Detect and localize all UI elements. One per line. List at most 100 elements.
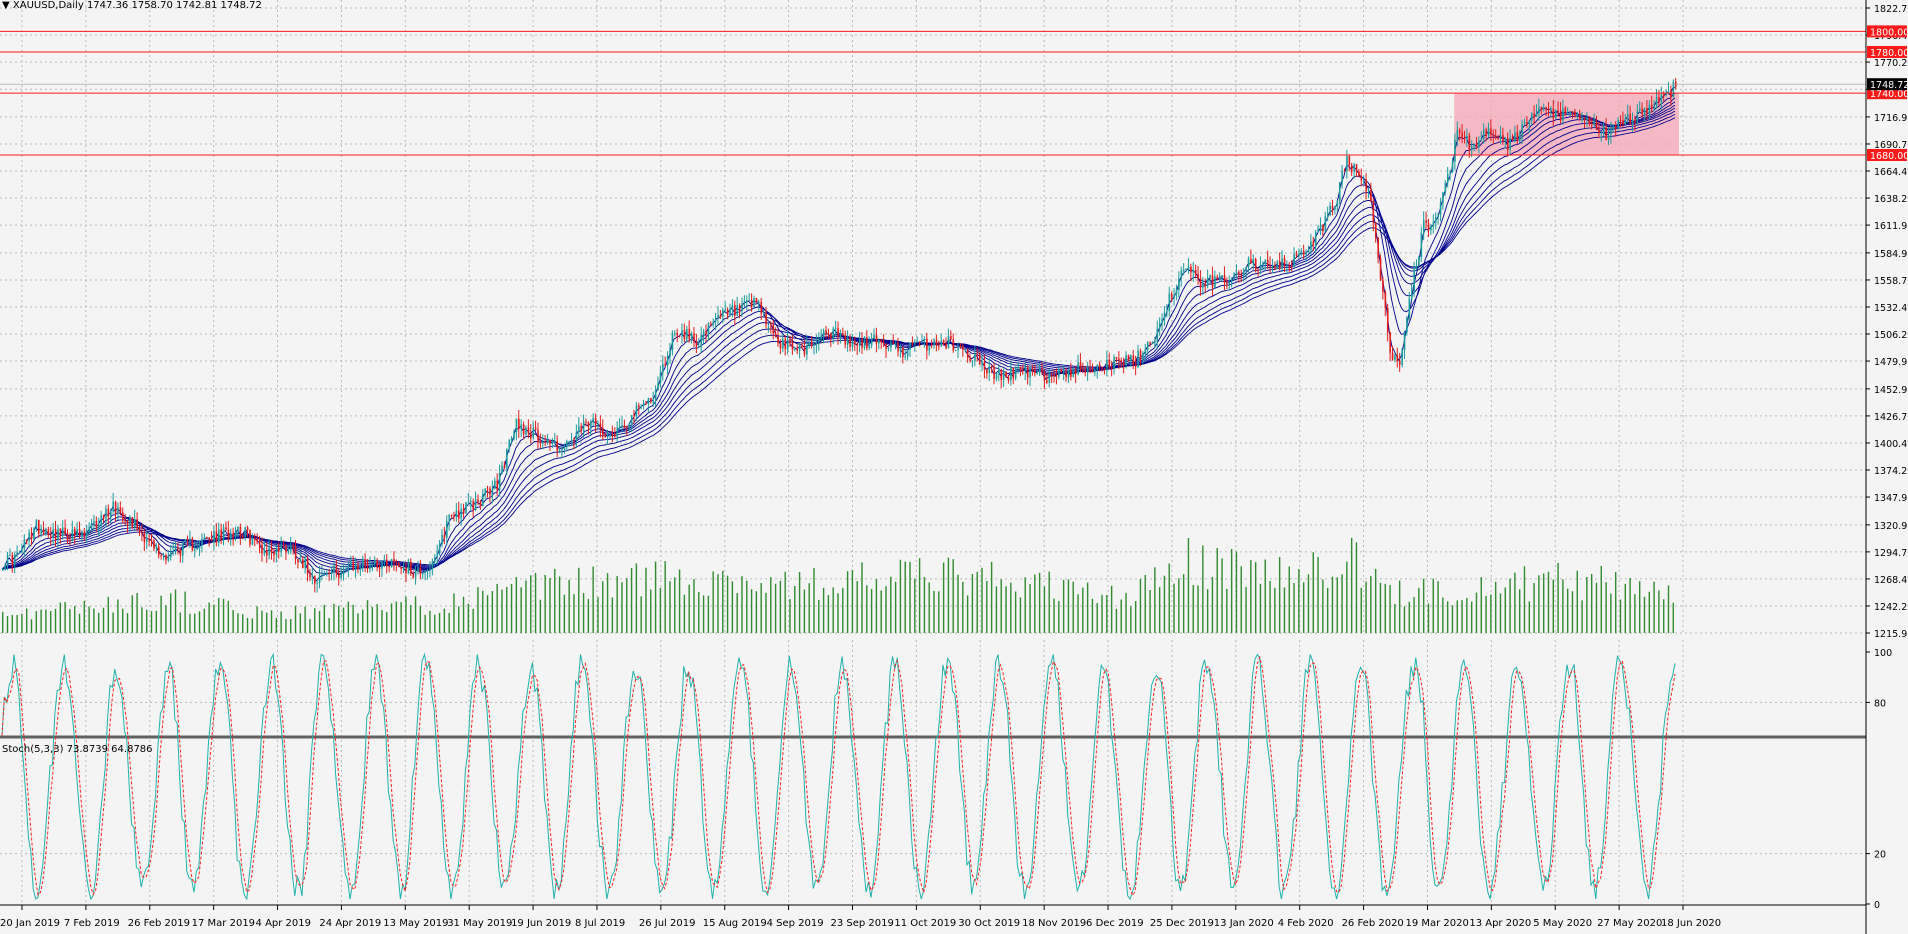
candle-body bbox=[830, 333, 832, 338]
candle-body bbox=[83, 531, 86, 536]
candle-body bbox=[1276, 261, 1279, 269]
candle-body bbox=[1317, 228, 1319, 232]
candle-body bbox=[1300, 250, 1303, 254]
volume-bar bbox=[1629, 577, 1631, 633]
price-tick-label: 1611.95 bbox=[1874, 221, 1908, 232]
candle-body bbox=[254, 538, 256, 540]
candle-body bbox=[1110, 367, 1113, 369]
candle-body bbox=[681, 330, 683, 336]
candle-body bbox=[93, 520, 95, 524]
volume-bar bbox=[794, 586, 796, 633]
candle-body bbox=[1288, 265, 1291, 267]
candle-body bbox=[1461, 132, 1463, 139]
volume-bar bbox=[1403, 606, 1406, 633]
price-tick-label: 1374.20 bbox=[1874, 466, 1908, 477]
candle-body bbox=[1583, 118, 1586, 120]
dropdown-arrow-icon[interactable]: ▼ bbox=[2, 0, 10, 11]
candle-body bbox=[928, 345, 931, 351]
stoch-tick-label: 100 bbox=[1874, 648, 1892, 659]
candle-body bbox=[734, 305, 736, 316]
candle-body bbox=[126, 520, 129, 525]
time-tick-label: 20 Jan 2019 bbox=[0, 918, 60, 929]
candle-body bbox=[141, 532, 143, 534]
candle-body bbox=[1554, 110, 1557, 119]
candle-body bbox=[369, 565, 371, 570]
volume-bar bbox=[1298, 569, 1300, 633]
candle-body bbox=[1156, 328, 1159, 341]
candle-body bbox=[222, 527, 225, 540]
candle-body bbox=[743, 300, 746, 304]
candle-body bbox=[1161, 319, 1163, 324]
volume-bar bbox=[866, 585, 868, 633]
volume-bar bbox=[467, 603, 470, 633]
candle-body bbox=[1170, 293, 1173, 298]
candle-body bbox=[1221, 275, 1223, 278]
volume-bar bbox=[266, 612, 268, 633]
candle-body bbox=[11, 555, 14, 565]
candle-body bbox=[1446, 174, 1449, 183]
candle-body bbox=[1343, 170, 1346, 172]
volume-bar bbox=[587, 598, 590, 633]
candle-body bbox=[714, 318, 717, 322]
candle-body bbox=[1204, 284, 1207, 286]
candle-body bbox=[414, 571, 417, 578]
volume-bar bbox=[1610, 593, 1612, 633]
volume-bar bbox=[1274, 587, 1276, 633]
candle-body bbox=[1502, 134, 1504, 142]
volume-bar bbox=[621, 582, 623, 633]
stoch-main-line bbox=[1, 652, 1676, 901]
volume-bar bbox=[1005, 586, 1007, 633]
volume-bar bbox=[1331, 576, 1334, 633]
volume-bar bbox=[1024, 577, 1026, 633]
volume-bar bbox=[294, 605, 297, 633]
candle-body bbox=[1103, 368, 1106, 370]
volume-bar bbox=[1461, 600, 1463, 633]
candle-body bbox=[906, 349, 909, 357]
candle-body bbox=[957, 346, 959, 351]
candle-body bbox=[582, 421, 585, 431]
volume-bar bbox=[558, 576, 561, 633]
candle-body bbox=[676, 333, 679, 336]
candle-body bbox=[1358, 171, 1360, 177]
candle-body bbox=[633, 415, 635, 417]
candle-body bbox=[1175, 289, 1178, 295]
volume-bar bbox=[1106, 594, 1108, 633]
candle-body bbox=[522, 424, 525, 435]
current-price-label: 1748.72 bbox=[1870, 80, 1908, 91]
candle-body bbox=[1262, 264, 1264, 266]
stoch-tick-label: 0 bbox=[1874, 900, 1880, 911]
volume-bar bbox=[69, 609, 71, 633]
candle-body bbox=[215, 531, 218, 543]
candle-body bbox=[69, 540, 71, 542]
candle-body bbox=[1612, 125, 1615, 130]
volume-bar bbox=[333, 603, 335, 633]
volume-bar bbox=[986, 581, 988, 633]
candle-body bbox=[503, 465, 506, 469]
volume-bar bbox=[539, 599, 542, 633]
candle-body bbox=[441, 534, 443, 545]
candle-body bbox=[1077, 362, 1079, 375]
candle-body bbox=[1228, 282, 1231, 285]
candle-body bbox=[21, 548, 23, 553]
volume-bar bbox=[338, 605, 340, 633]
candle-body bbox=[801, 345, 803, 347]
volume-bar bbox=[410, 605, 412, 633]
volume-bar bbox=[1000, 579, 1002, 633]
volume-bar bbox=[122, 608, 124, 633]
candle-body bbox=[100, 515, 103, 526]
price-tick-label: 1242.20 bbox=[1874, 602, 1908, 613]
candle-body bbox=[30, 532, 33, 539]
candle-body bbox=[1034, 369, 1036, 374]
candle-body bbox=[434, 557, 436, 562]
candle-body bbox=[902, 347, 904, 358]
volume-bar bbox=[1614, 572, 1617, 633]
candle-body bbox=[71, 529, 74, 542]
level-price-tag bbox=[1867, 148, 1907, 161]
candle-body bbox=[1334, 206, 1336, 210]
candle-body bbox=[760, 301, 763, 314]
candle-body bbox=[496, 480, 499, 490]
volume-bar bbox=[438, 612, 441, 633]
candle-body bbox=[251, 538, 254, 545]
volume-bar bbox=[1206, 589, 1209, 633]
